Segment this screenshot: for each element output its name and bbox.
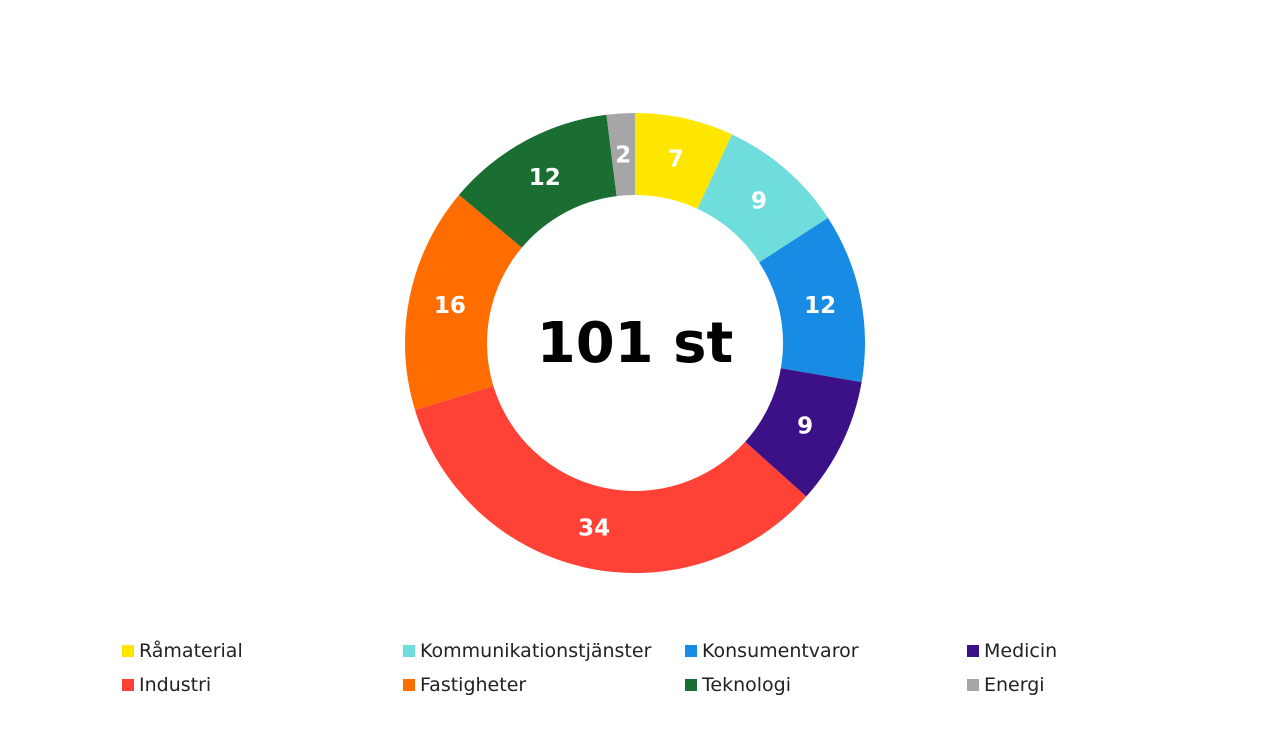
data-label: 12 [529, 165, 561, 191]
slice-energi [606, 113, 635, 197]
legend-swatch [403, 645, 415, 657]
data-label: 12 [804, 293, 836, 319]
slice-industri [414, 386, 807, 573]
legend-label: Teknologi [702, 674, 791, 696]
legend-swatch [967, 679, 979, 691]
legend-label: Råmaterial [139, 640, 243, 662]
legend-swatch [403, 679, 415, 691]
legend-swatch [685, 645, 697, 657]
legend-swatch [967, 645, 979, 657]
legend-item: Fastigheter [403, 674, 526, 696]
data-label: 2 [615, 142, 631, 168]
center-label: 101 st [537, 311, 734, 376]
data-label: 34 [578, 516, 610, 542]
slice-fastigheter [404, 194, 522, 410]
data-label: 9 [751, 188, 767, 214]
legend-swatch [122, 679, 134, 691]
legend-label: Kommunikationstjänster [420, 640, 652, 662]
data-label: 16 [434, 293, 466, 319]
legend-swatch [122, 645, 134, 657]
legend-item: Råmaterial [122, 640, 243, 662]
slice-råmaterial [635, 113, 733, 209]
legend-item: Medicin [967, 640, 1057, 662]
legend-item: Teknologi [685, 674, 791, 696]
legend-item: Industri [122, 674, 211, 696]
legend-item: Konsumentvaror [685, 640, 859, 662]
data-label: 7 [668, 146, 684, 172]
legend-label: Medicin [984, 640, 1058, 662]
slice-kommunikationstjänster [697, 134, 828, 263]
slice-medicin [745, 368, 862, 497]
slice-teknologi [459, 114, 617, 248]
legend-item: Kommunikationstjänster [403, 640, 651, 662]
legend-label: Konsumentvaror [702, 640, 859, 662]
legend-label: Fastigheter [420, 674, 527, 696]
legend-label: Industri [139, 674, 212, 696]
data-label: 9 [797, 413, 813, 439]
slice-konsumentvaror [759, 217, 865, 383]
legend-swatch [685, 679, 697, 691]
legend-label: Energi [984, 674, 1045, 696]
legend-item: Energi [967, 674, 1045, 696]
